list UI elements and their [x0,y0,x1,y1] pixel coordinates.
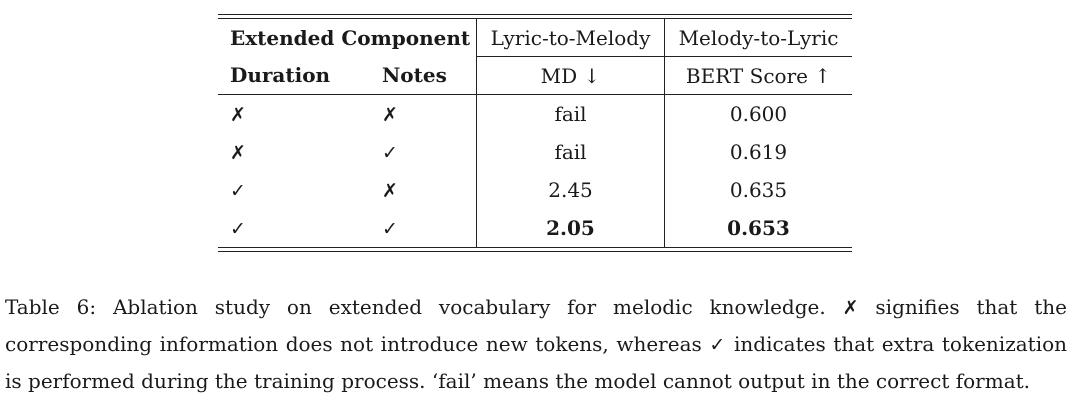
md-value: 2.45 [476,171,665,209]
caption-text-1: Ablation study on extended vocabulary fo… [96,295,843,319]
table-top-rule-inner [218,18,852,19]
header-notes: Notes [382,63,447,88]
check-icon: ✓ [382,142,398,164]
cross-icon: ✗ [230,104,246,126]
header-md-metric: MD ↓ [476,56,665,95]
table-bottom-rule-outer [218,251,852,252]
bert-value: 0.619 [664,133,852,171]
cross-icon: ✗ [842,297,859,319]
header-row-2: Duration Notes MD ↓ BERT Score ↑ [218,56,852,95]
caption-text-2: signifies that the corresponding informa… [5,295,1067,356]
md-value: fail [476,133,665,171]
bert-value-best: 0.653 [664,209,852,247]
cross-icon: ✗ [230,142,246,164]
caption-label: Table 6: [5,295,97,319]
header-row-1: Extended Component Lyric-to-Melody Melod… [218,19,852,57]
header-lyric-to-melody: Lyric-to-Melody [476,19,665,57]
md-value: fail [476,95,665,133]
caption-text-3: indicates that extra tokenization is per… [5,332,1068,393]
header-mid-rule [218,94,852,95]
header-melody-to-lyric: Melody-to-Lyric [664,19,852,57]
cross-icon: ✗ [382,180,398,202]
header-extended-component: Extended Component [230,25,471,50]
table-row: ✓ ✗ 2.45 0.635 [218,171,852,209]
check-icon: ✓ [230,180,246,202]
bert-value: 0.600 [664,95,852,133]
md-value-best: 2.05 [476,209,665,247]
header-duration: Duration [230,63,331,88]
table-row: ✓ ✓ 2.05 0.653 [218,209,852,247]
table-row: ✗ ✗ fail 0.600 [218,95,852,133]
header-bert-metric: BERT Score ↑ [664,56,852,95]
table-row: ✗ ✓ fail 0.619 [218,133,852,171]
table-bottom-rule [218,247,852,248]
check-icon: ✓ [230,218,246,240]
check-icon: ✓ [382,218,398,240]
table-top-rule [218,14,852,15]
ablation-table: Extended Component Lyric-to-Melody Melod… [218,14,852,252]
table-caption: Table 6: Ablation study on extended voca… [5,289,1067,399]
bert-value: 0.635 [664,171,852,209]
cross-icon: ✗ [382,104,398,126]
check-icon: ✓ [709,334,727,356]
